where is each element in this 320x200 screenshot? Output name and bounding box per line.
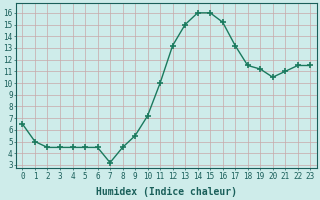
X-axis label: Humidex (Indice chaleur): Humidex (Indice chaleur)	[96, 186, 237, 197]
